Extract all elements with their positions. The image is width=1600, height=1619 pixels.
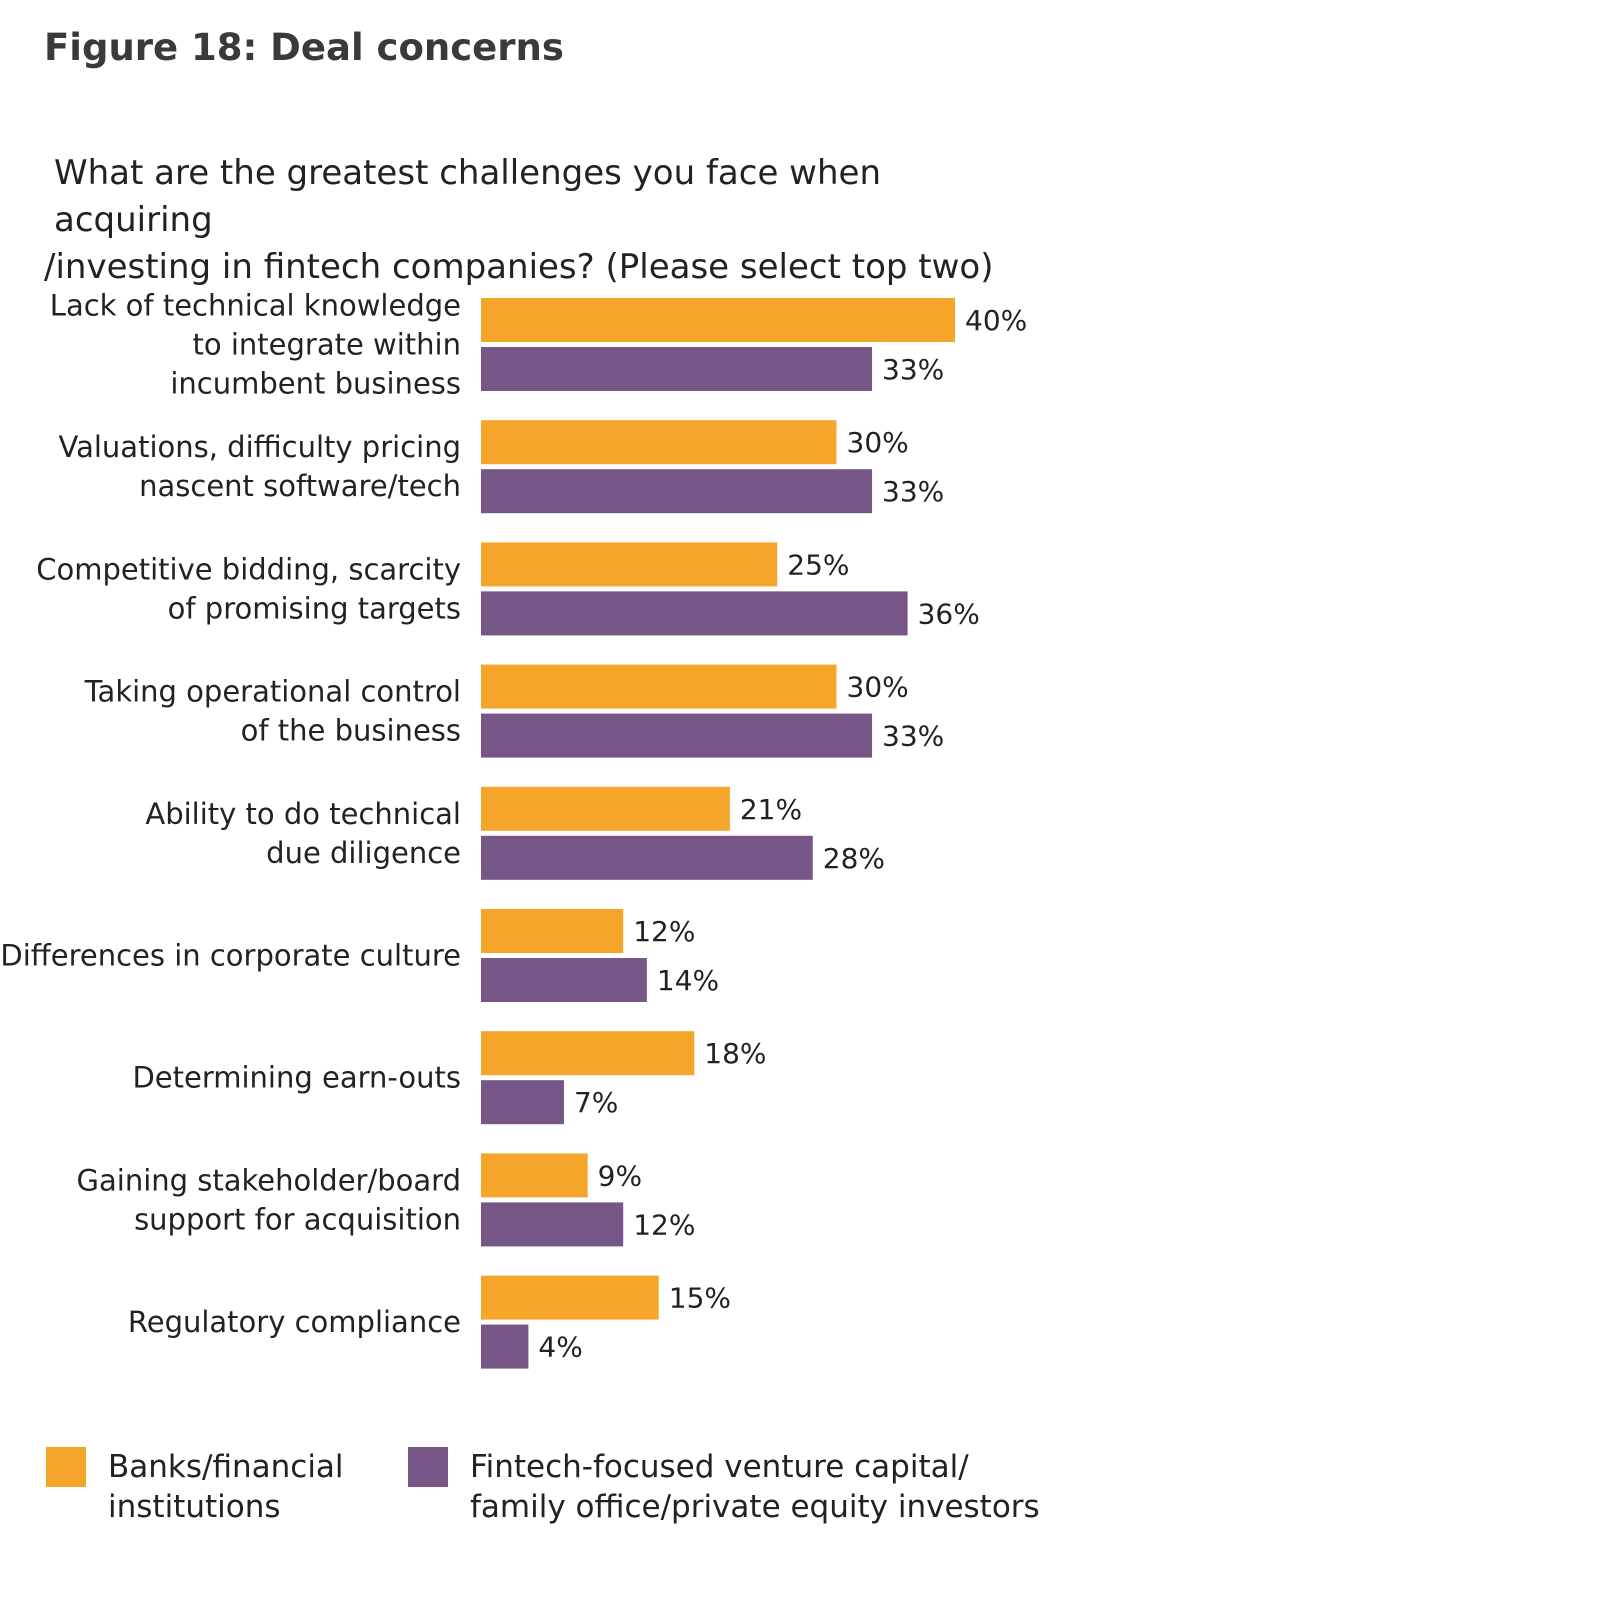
bar-banks <box>481 1275 659 1320</box>
legend-label-banks-line-2: institutions <box>108 1489 281 1525</box>
category-label-line: Taking operational control <box>84 675 461 709</box>
data-label-banks: 12% <box>633 915 695 948</box>
bar-vc <box>481 1202 624 1247</box>
legend-swatch-banks <box>46 1447 86 1487</box>
bar-vc <box>481 835 813 880</box>
category-label-line: Regulatory compliance <box>128 1305 461 1339</box>
category-label: Ability to do technical due diligence <box>145 797 461 870</box>
question-line-2: /investing in fintech companies? (Please… <box>44 247 994 287</box>
legend-swatch-vc <box>408 1447 448 1487</box>
category-label-line: Lack of technical knowledge <box>50 289 461 323</box>
data-label-vc: 7% <box>574 1086 618 1119</box>
data-label-vc: 28% <box>823 842 885 875</box>
category-label-line: Determining earn-outs <box>132 1061 461 1095</box>
category-label-line: of the business <box>241 714 461 748</box>
category-label-line: Competitive bidding, scarcity <box>36 552 461 586</box>
bar-vc <box>481 958 647 1002</box>
chart-question: What are the greatest challenges you fac… <box>44 150 1024 291</box>
category-label-line: nascent software/tech <box>139 469 461 503</box>
category-label-line: support for acquisition <box>134 1202 461 1236</box>
data-label-vc: 33% <box>882 353 944 386</box>
category-label: Lack of technical knowledge to integrate … <box>50 289 461 401</box>
data-label-vc: 36% <box>918 597 980 630</box>
bar-banks <box>481 1153 588 1198</box>
bar-banks <box>481 664 837 709</box>
bar-banks <box>481 909 624 953</box>
category-label: Gaining stakeholder/board support for acq… <box>77 1163 461 1236</box>
data-label-vc: 14% <box>657 964 719 997</box>
figure-title: Figure 18: Deal concerns <box>44 26 564 69</box>
data-label-banks: 9% <box>598 1159 642 1192</box>
category-label-line: Gaining stakeholder/board <box>77 1163 461 1197</box>
bar-vc <box>481 469 873 514</box>
bar-banks <box>481 1031 695 1076</box>
category-label: Determining earn-outs <box>132 1061 461 1095</box>
category-label-line: Valuations, difficulty pricing <box>59 430 461 464</box>
data-label-banks: 25% <box>787 548 849 581</box>
bar-vc <box>481 713 873 758</box>
bar-banks <box>481 542 778 587</box>
bar-vc <box>481 1080 564 1125</box>
category-label-line: incumbent business <box>170 367 461 401</box>
question-line-1: What are the greatest challenges you fac… <box>54 153 881 240</box>
legend-label-vc-line-2: family office/private equity investors <box>470 1489 1040 1525</box>
category-label: Competitive bidding, scarcity of promisin… <box>36 552 461 625</box>
category-label-line: of promising targets <box>168 591 461 625</box>
legend-label-banks: Banks/financial institutions <box>108 1447 344 1527</box>
legend-label-vc-line-1: Fintech-focused venture capital/ <box>470 1449 969 1485</box>
legend-label-vc: Fintech-focused venture capital/ family … <box>470 1447 1040 1527</box>
data-label-vc: 33% <box>882 720 944 753</box>
category-label-line: to integrate within <box>193 328 461 362</box>
data-label-banks: 15% <box>669 1282 731 1315</box>
bar-banks <box>481 298 955 342</box>
category-label: Taking operational control of the busines… <box>84 675 461 748</box>
legend-label-banks-line-1: Banks/financial <box>108 1449 344 1485</box>
data-label-banks: 18% <box>704 1037 766 1070</box>
bar-vc <box>481 1324 529 1369</box>
bar-banks <box>481 420 837 465</box>
category-label: Regulatory compliance <box>128 1305 461 1339</box>
category-label: Valuations, difficulty pricing nascent so… <box>59 430 461 503</box>
category-label-line: Ability to do technical <box>145 797 461 831</box>
category-label-line: due diligence <box>266 836 461 870</box>
bar-banks <box>481 786 730 831</box>
category-label: Differences in corporate culture <box>0 939 461 973</box>
bar-vc <box>481 347 873 391</box>
category-label-line: Differences in corporate culture <box>0 939 461 973</box>
data-label-banks: 30% <box>847 426 909 459</box>
data-label-vc: 33% <box>882 475 944 508</box>
bar-vc <box>481 591 908 636</box>
data-label-banks: 21% <box>740 793 802 826</box>
data-label-banks: 30% <box>847 671 909 704</box>
data-label-banks: 40% <box>965 304 1027 337</box>
data-label-vc: 12% <box>633 1208 695 1241</box>
data-label-vc: 4% <box>538 1331 582 1364</box>
